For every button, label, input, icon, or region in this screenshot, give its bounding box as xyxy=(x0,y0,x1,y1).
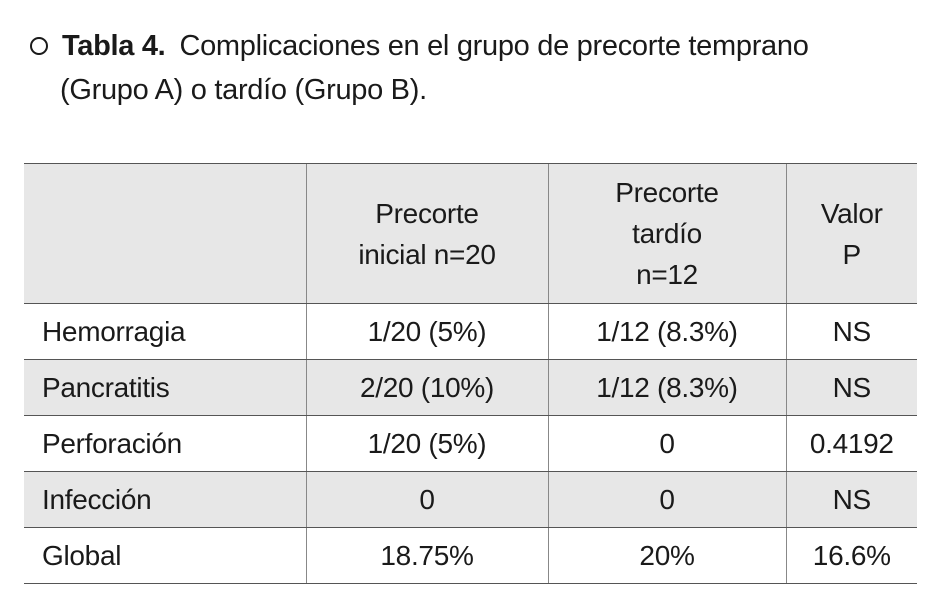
header-valor-p: Valor P xyxy=(785,163,917,304)
header-line: inicial n=20 xyxy=(358,238,496,270)
header-line: n=12 xyxy=(636,259,698,290)
header-line: Precorte xyxy=(375,197,479,229)
header-empty-cell xyxy=(24,163,306,304)
row-label: Global xyxy=(24,527,306,584)
table-row: Pancratitis 2/20 (10%) 1/12 (8.3%) NS xyxy=(24,359,917,416)
table-cell: 0.4192 xyxy=(785,415,917,472)
table-cell: 1/20 (5%) xyxy=(305,415,548,472)
table-cell: 18.75% xyxy=(305,527,548,584)
row-label: Perforación xyxy=(24,415,306,472)
header-line: tardío xyxy=(632,218,702,249)
table-cell: NS xyxy=(785,359,917,416)
table-cell: 2/20 (10%) xyxy=(305,359,548,416)
caption-text-line-2: (Grupo A) o tardío (Grupo B). xyxy=(60,74,427,106)
caption-line-2: (Grupo A) o tardío (Grupo B). xyxy=(30,68,930,112)
header-precorte-inicial: Precorte inicial n=20 xyxy=(305,163,548,304)
table-row: Global 18.75% 20% 16.6% xyxy=(24,527,917,584)
table-row: Infección 0 0 NS xyxy=(24,471,917,528)
row-label: Pancratitis xyxy=(24,359,306,416)
table-cell: 1/12 (8.3%) xyxy=(547,359,786,416)
row-label: Hemorragia xyxy=(24,303,306,360)
table-header-row: Precorte inicial n=20 Precorte tardío n=… xyxy=(24,163,917,304)
table-row: Perforación 1/20 (5%) 0 0.4192 xyxy=(24,415,917,472)
header-line: Precorte xyxy=(615,177,719,208)
table-cell: 1/12 (8.3%) xyxy=(547,303,786,360)
caption-line-1: Tabla 4. Complicaciones en el grupo de p… xyxy=(30,24,930,68)
table-cell: 1/20 (5%) xyxy=(305,303,548,360)
table-row: Hemorragia 1/20 (5%) 1/12 (8.3%) NS xyxy=(24,303,917,360)
table-cell: 0 xyxy=(547,415,786,472)
table-cell: 0 xyxy=(305,471,548,528)
header-line: Valor xyxy=(820,197,883,229)
table-cell: 16.6% xyxy=(785,527,917,584)
caption-label: Tabla 4. xyxy=(62,30,166,62)
header-line: P xyxy=(842,238,862,270)
complications-table: Precorte inicial n=20 Precorte tardío n=… xyxy=(24,163,917,584)
row-label: Infección xyxy=(24,471,306,528)
circle-bullet-icon xyxy=(30,37,48,55)
header-precorte-tardio: Precorte tardío n=12 xyxy=(547,163,786,304)
table-cell: 0 xyxy=(547,471,786,528)
table-cell: NS xyxy=(785,471,917,528)
table-cell: NS xyxy=(785,303,917,360)
caption-text-line-1: Complicaciones en el grupo de precorte t… xyxy=(179,30,809,62)
table-cell: 20% xyxy=(547,527,786,584)
table-caption: Tabla 4. Complicaciones en el grupo de p… xyxy=(30,24,930,112)
